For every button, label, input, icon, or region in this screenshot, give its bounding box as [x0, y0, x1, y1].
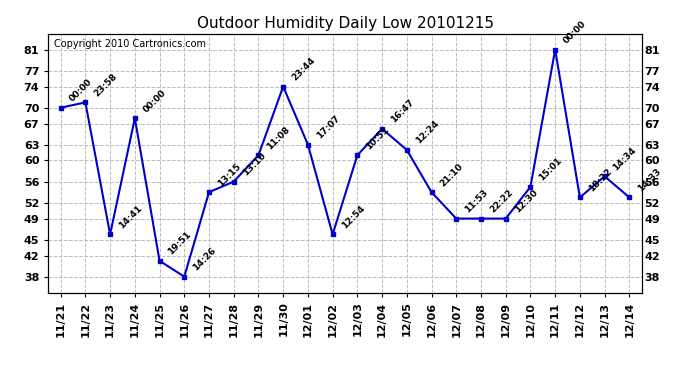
Text: 22:22: 22:22 [488, 188, 515, 214]
Text: 14:41: 14:41 [117, 204, 144, 230]
Text: 19:51: 19:51 [166, 230, 193, 256]
Text: 13:15: 13:15 [216, 161, 243, 188]
Text: 00:00: 00:00 [68, 77, 94, 104]
Title: Outdoor Humidity Daily Low 20101215: Outdoor Humidity Daily Low 20101215 [197, 16, 493, 31]
Text: 14:26: 14:26 [191, 246, 218, 273]
Text: 10:51: 10:51 [364, 124, 391, 151]
Text: 11:53: 11:53 [463, 188, 490, 214]
Text: 16:47: 16:47 [389, 98, 416, 124]
Text: 17:07: 17:07 [315, 114, 342, 141]
Text: 12:30: 12:30 [513, 188, 539, 214]
Text: 18:22: 18:22 [586, 166, 613, 193]
Text: 15:01: 15:01 [538, 156, 564, 183]
Text: 13:10: 13:10 [241, 151, 267, 177]
Text: 23:44: 23:44 [290, 56, 317, 82]
Text: 12:24: 12:24 [414, 119, 440, 146]
Text: 14:34: 14:34 [611, 146, 638, 172]
Text: 23:58: 23:58 [92, 72, 119, 98]
Text: Copyright 2010 Cartronics.com: Copyright 2010 Cartronics.com [55, 39, 206, 49]
Text: 14:33: 14:33 [636, 166, 663, 193]
Text: 21:10: 21:10 [438, 162, 465, 188]
Text: 12:54: 12:54 [339, 204, 366, 230]
Text: 11:08: 11:08 [266, 124, 292, 151]
Text: 00:00: 00:00 [562, 19, 589, 45]
Text: 00:00: 00:00 [141, 88, 168, 114]
